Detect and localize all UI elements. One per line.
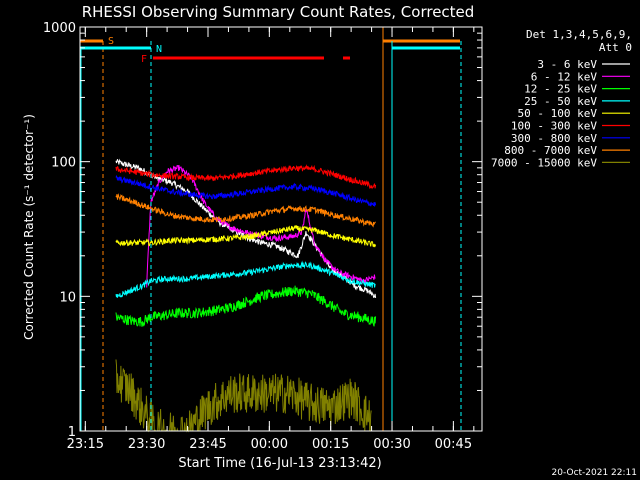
- plot-area: [115, 158, 377, 433]
- x-axis-label: Start Time (16-Jul-13 23:13:42): [178, 456, 381, 471]
- legend-header-attenuator: Att 0: [599, 41, 632, 54]
- legend-label-2: 12 - 25 keV: [524, 83, 597, 96]
- legend-label-1: 6 - 12 keV: [531, 70, 598, 83]
- legend-label-0: 3 - 6 keV: [537, 58, 597, 71]
- x-tick-label: 23:30: [128, 437, 165, 452]
- legend-label-5: 100 - 300 keV: [511, 120, 597, 133]
- series-line-5: [115, 164, 377, 190]
- legend-header-detectors: Det 1,3,4,5,6,9,: [526, 28, 632, 41]
- x-tick-label: 23:45: [189, 437, 226, 452]
- series-line-3: [115, 260, 376, 298]
- series-line-6: [115, 174, 377, 207]
- x-tick-label: 00:15: [312, 437, 349, 452]
- y-tick-label: 100: [51, 156, 76, 171]
- axes: 1 10 100 1000 23:15 23:30 23:45 00:00 00:15 00:30…: [43, 21, 483, 452]
- legend-label-7: 800 - 7000 keV: [504, 144, 597, 157]
- x-tick-label: 00:45: [435, 437, 472, 452]
- x-tick-label: 00:00: [251, 437, 288, 452]
- series-line-4: [115, 225, 377, 248]
- legend-label-6: 300 - 800 keV: [511, 132, 597, 145]
- axes-frame: [79, 26, 483, 432]
- y-tick-label: 1000: [43, 21, 76, 36]
- x-tick-label: 00:30: [373, 437, 410, 452]
- y-tick-label: 1: [68, 425, 76, 440]
- series-line-1: [146, 165, 376, 288]
- legend-label-4: 50 - 100 keV: [518, 107, 598, 120]
- y-axis-label: Corrected Count Rate (s⁻¹ detector⁻¹): [22, 114, 36, 340]
- series-line-7: [115, 192, 376, 228]
- flag-f-label: F: [141, 54, 147, 65]
- chart-title: RHESSI Observing Summary Count Rates, Co…: [82, 3, 475, 21]
- series-line-2: [115, 285, 377, 327]
- flag-n-label: N: [156, 44, 162, 55]
- x-tick-label: 23:15: [67, 437, 104, 452]
- legend-label-8: 7000 - 15000 keV: [491, 156, 597, 169]
- legend-label-3: 25 - 50 keV: [524, 95, 597, 108]
- flag-s-label: S: [108, 36, 114, 47]
- series-line-8: [115, 359, 372, 433]
- y-tick-label: 10: [59, 290, 76, 305]
- timestamp: 20-Oct-2021 22:11: [552, 468, 637, 478]
